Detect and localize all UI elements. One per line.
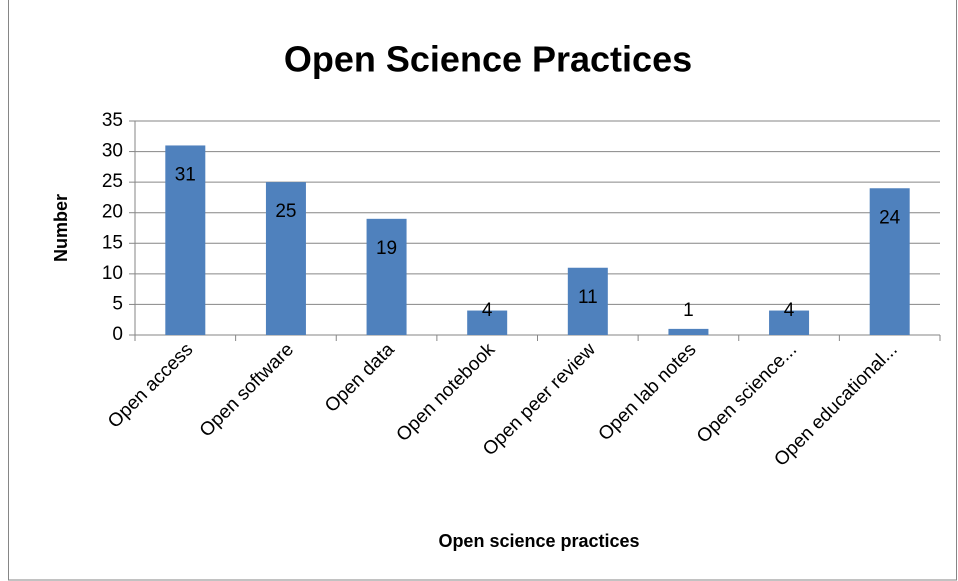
bar	[567, 267, 608, 335]
chart-frame	[8, 0, 957, 581]
bar	[668, 328, 709, 335]
x-axis-label: Open science practices	[438, 531, 639, 551]
data-label: 19	[376, 238, 397, 259]
bar	[265, 182, 306, 335]
bar	[165, 145, 206, 335]
y-tick-label: 35	[102, 110, 123, 131]
y-tick-label: 30	[102, 141, 123, 162]
data-label: 31	[175, 164, 196, 185]
data-label: 4	[784, 300, 795, 321]
bar	[467, 310, 508, 335]
data-label: 1	[683, 300, 694, 321]
bar	[769, 310, 810, 335]
y-tick-label: 20	[102, 202, 123, 223]
data-label: 24	[879, 207, 901, 228]
data-label: 11	[578, 287, 598, 308]
bar	[366, 218, 407, 335]
y-axis-label: Number	[51, 194, 71, 262]
y-tick-label: 10	[102, 263, 123, 284]
y-tick-label: 5	[112, 293, 123, 314]
data-label: 25	[275, 201, 296, 222]
y-tick-label: 25	[102, 171, 123, 192]
bar	[869, 188, 910, 335]
chart-title: Open Science Practices	[284, 39, 692, 80]
y-tick-label: 0	[112, 324, 123, 345]
y-tick-label: 15	[102, 232, 123, 253]
data-label: 4	[482, 300, 493, 321]
